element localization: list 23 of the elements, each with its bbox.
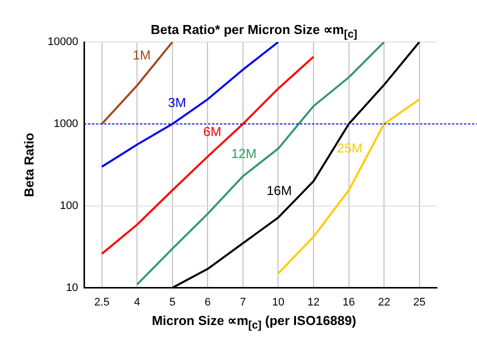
x-axis-title: Micron Size ∝m$_{[c]}$ (per ISO16889): [150, 313, 358, 332]
y-tick-label: 100: [60, 200, 78, 212]
y-tick-label: 1000: [54, 118, 78, 130]
y-tick-label: 10: [66, 282, 78, 294]
x-tick-label: 12: [307, 296, 320, 308]
x-tick-label: 16: [342, 296, 355, 308]
x-tick-label: 5: [169, 296, 176, 308]
series-label: 16M: [266, 182, 292, 198]
x-tick-label: 25: [413, 296, 426, 308]
x-tick-label: 10: [272, 296, 284, 308]
series-label: 6M: [203, 124, 222, 139]
series-label: 1M: [132, 47, 151, 62]
x-tick-label: 4: [134, 296, 140, 308]
x-tick-label: 6: [204, 296, 211, 308]
y-axis-title: Beta Ratio: [21, 132, 36, 198]
y-tick-label: 10000: [48, 36, 78, 48]
chart-title: Beta Ratio* per Micron Size ∝m$_{[c]}$: [150, 22, 358, 41]
x-tick-label: 7: [240, 296, 246, 308]
x-tick-label: 22: [378, 296, 390, 308]
series-label: 12M: [231, 146, 257, 161]
series-label: 25M: [337, 140, 362, 156]
series-label: 3M: [168, 95, 186, 110]
x-tick-label: 2.5: [94, 296, 110, 308]
